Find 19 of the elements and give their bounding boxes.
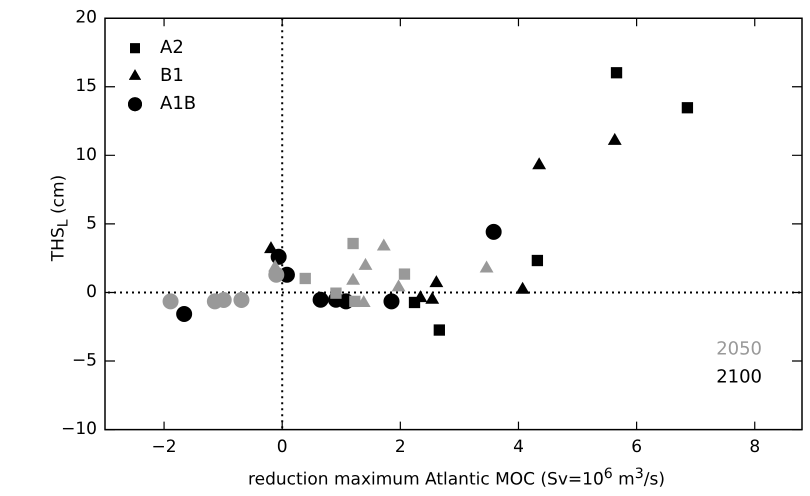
legend-label: A2 [160, 36, 184, 58]
legend-label: A1B [160, 92, 196, 114]
x-tick-label: 0 [276, 437, 288, 458]
y-tick-label: −10 [61, 419, 97, 440]
y-tick-label: 10 [75, 144, 97, 165]
legend-label: B1 [160, 64, 184, 86]
annotation: 2100 [716, 366, 762, 388]
y-tick-label: −5 [72, 350, 97, 370]
y-tick-label: 20 [75, 8, 97, 28]
x-tick-label: 4 [513, 437, 524, 458]
x-tick-label: 6 [631, 437, 642, 458]
x-tick-label: −2 [152, 437, 177, 458]
x-axis-title: reduction maximum Atlantic MOC (Sv=10$^{6}$ m$^{3}$/s) [247, 466, 666, 490]
y-tick-label: 5 [86, 213, 97, 234]
annotation: 2050 [716, 338, 762, 360]
y-tick-label: 0 [86, 282, 97, 302]
y-tick-label: 15 [75, 76, 97, 96]
x-tick-label: 2 [394, 437, 406, 458]
x-tick-label: 8 [749, 437, 760, 458]
